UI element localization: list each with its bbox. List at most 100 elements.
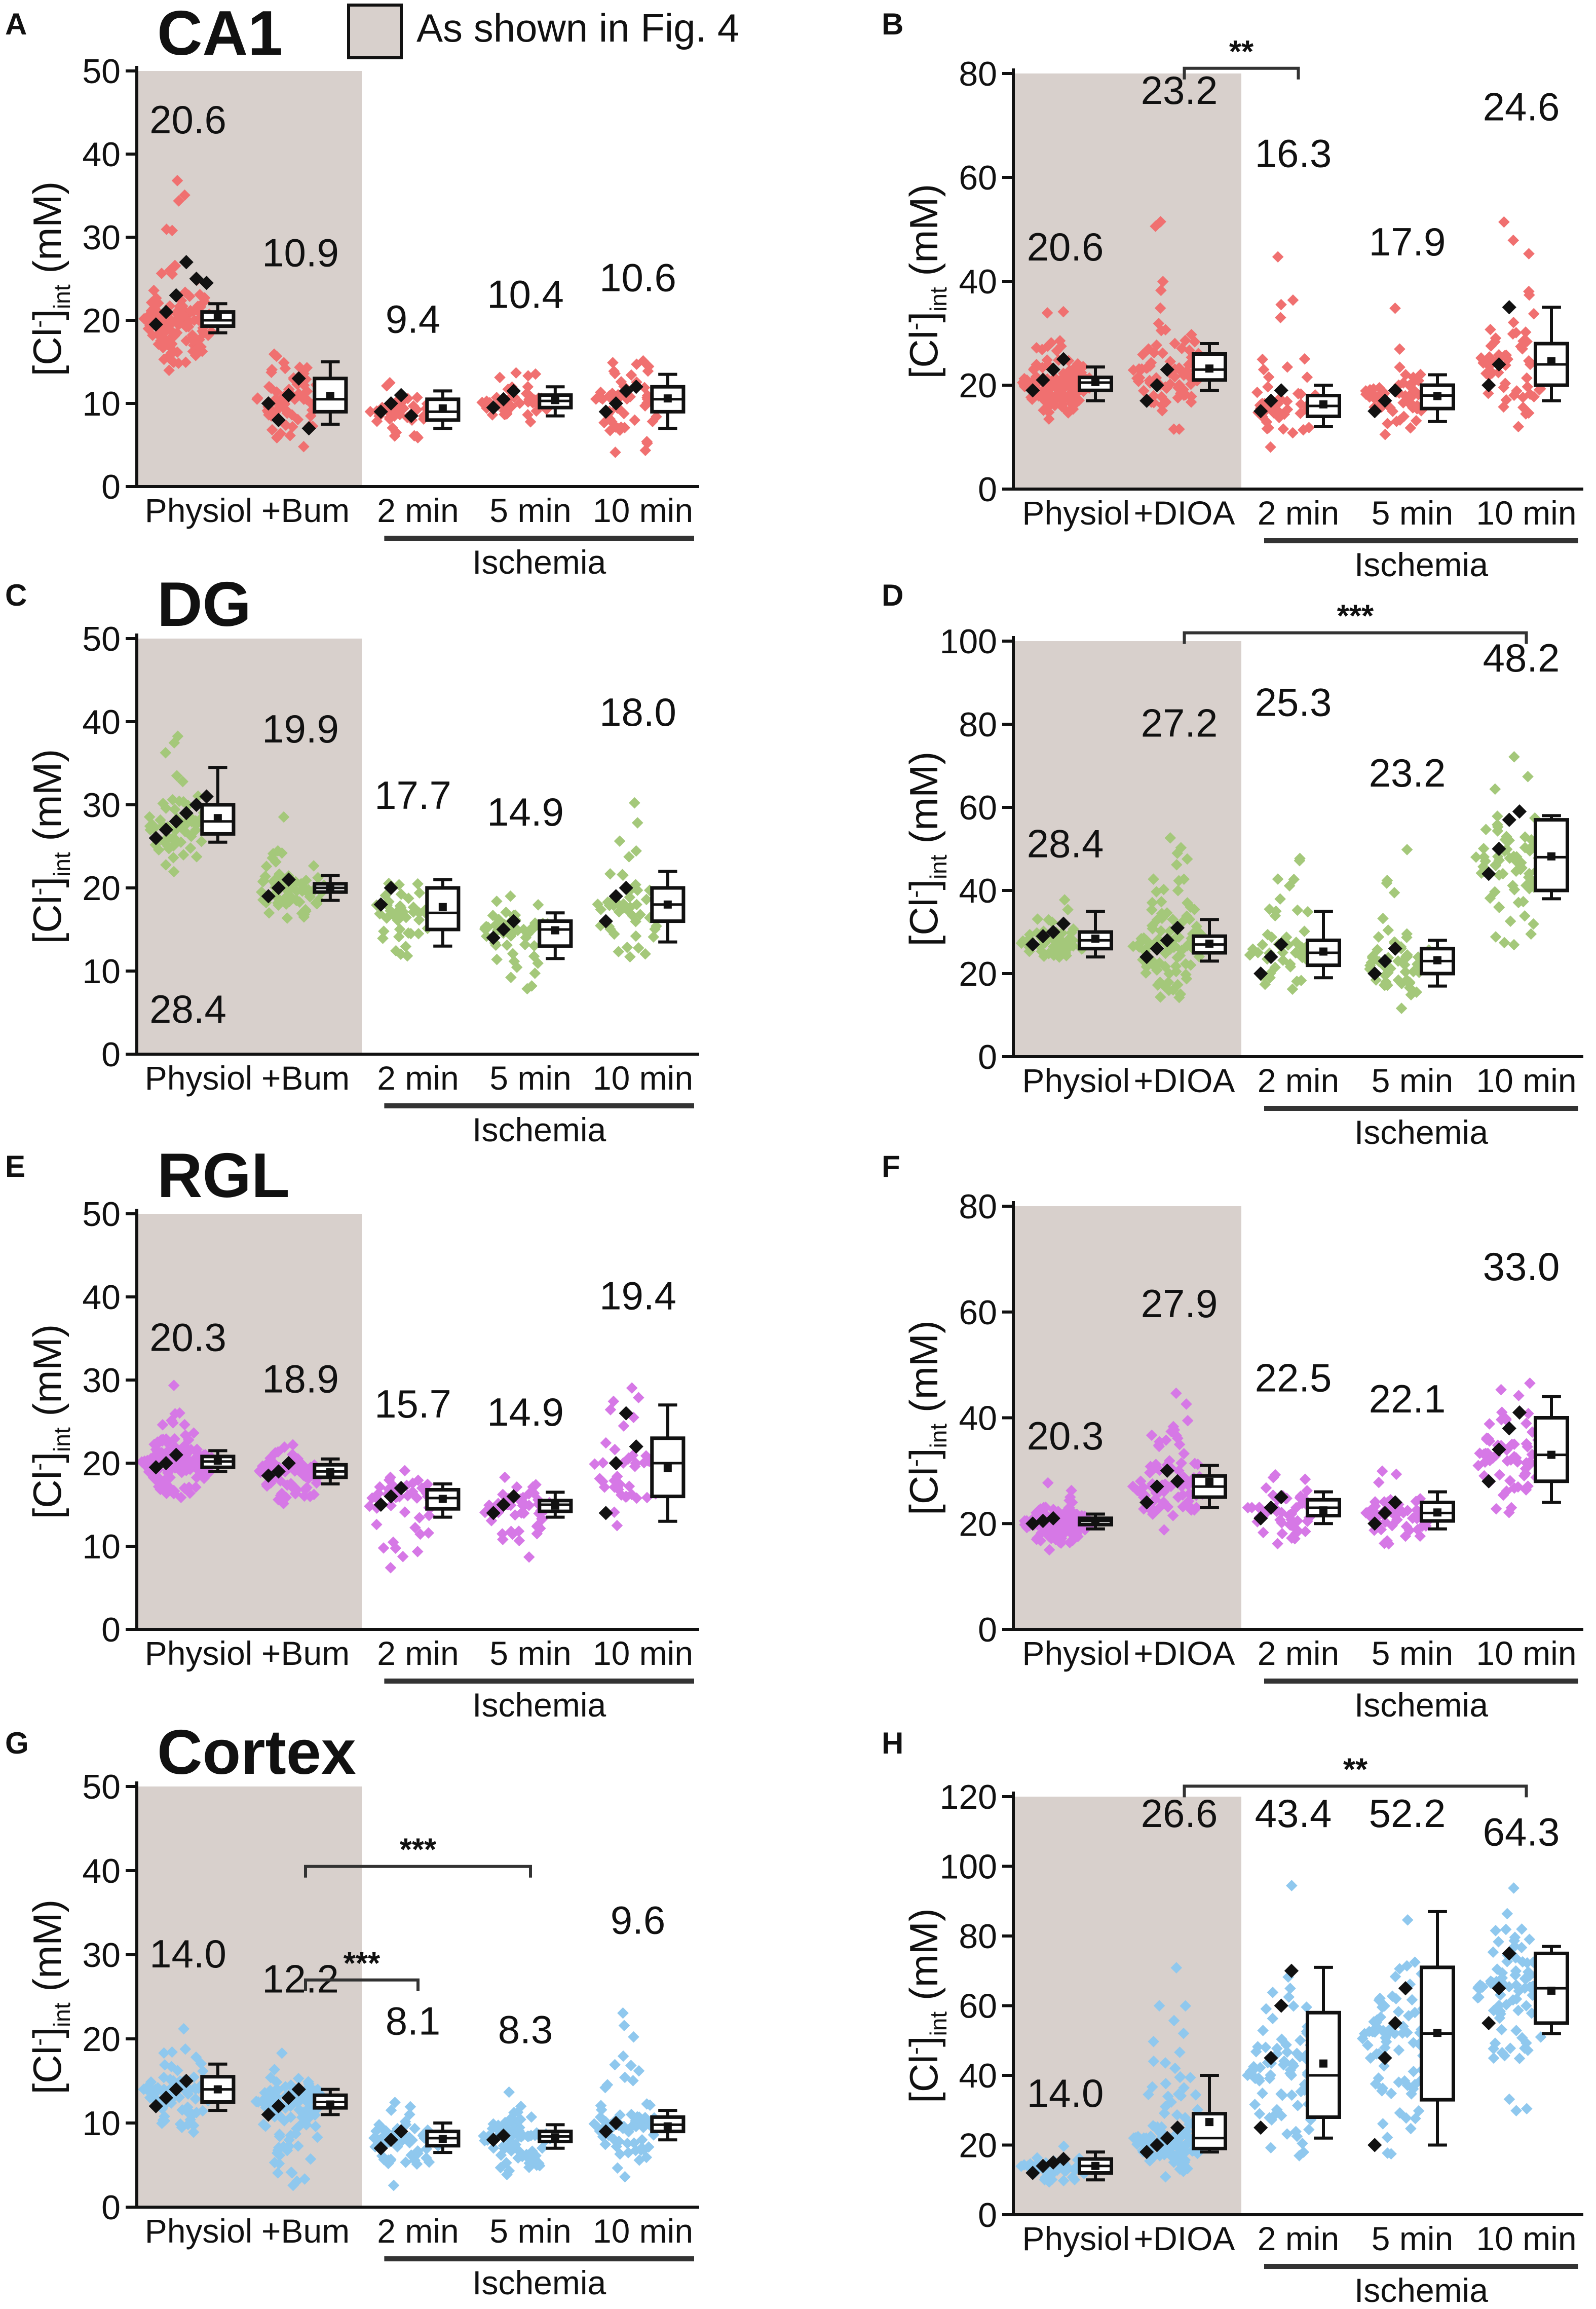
data-point: [1403, 397, 1415, 409]
data-point: [184, 305, 197, 317]
data-point: [621, 941, 633, 953]
data-point: [1381, 2132, 1393, 2143]
control-shading: [137, 71, 362, 487]
data-point: [263, 907, 275, 919]
mean-marker: [551, 1501, 559, 1510]
y-axis-label-sub: int: [49, 1427, 75, 1452]
data-point: [377, 933, 389, 944]
y-axis-label-sup: -: [902, 890, 928, 898]
y-tick-label: 20: [82, 2020, 121, 2059]
data-point: [1263, 371, 1275, 383]
data-point: [394, 923, 406, 935]
data-point: [529, 368, 542, 380]
y-tick-label: 30: [82, 1936, 121, 1975]
data-point: [1513, 1390, 1525, 1402]
data-point: [1405, 989, 1417, 1001]
y-axis-label-sup: -: [25, 320, 52, 328]
box-plot: [200, 766, 236, 844]
data-point: [1299, 1473, 1311, 1485]
data-point: [1257, 2088, 1268, 2099]
data-point: [648, 931, 660, 943]
data-point: [399, 1506, 411, 1518]
data-point: [1251, 386, 1263, 398]
panel-letter: C: [5, 578, 27, 612]
data-point: [1393, 2044, 1405, 2056]
data-point: [399, 1465, 411, 1477]
data-point: [626, 1382, 638, 1394]
points-2-min: [371, 877, 441, 962]
category-label: +Bum: [261, 492, 350, 529]
data-point: [507, 948, 519, 960]
data-point: [604, 868, 616, 880]
y-tick-label: 40: [82, 1278, 121, 1317]
data-point: [364, 405, 376, 418]
mean-marker: [1319, 947, 1327, 956]
data-point: [1408, 2066, 1420, 2077]
data-point: [1488, 2052, 1500, 2064]
data-point: [198, 327, 210, 339]
data-point: [167, 851, 179, 864]
category-label: 2 min: [1258, 1634, 1339, 1672]
data-point: [169, 803, 181, 815]
points-2-min: [364, 1465, 445, 1574]
box-plot: [1420, 373, 1455, 423]
data-point: [1162, 976, 1174, 988]
data-point: [402, 892, 414, 904]
data-point: [1408, 965, 1419, 978]
y-tick-label: 60: [959, 789, 997, 827]
data-point: [1171, 952, 1184, 963]
data-point: [170, 314, 182, 326]
box-plot: [650, 373, 686, 430]
data-point: [270, 856, 282, 868]
category-label: 10 min: [1476, 1634, 1576, 1672]
category-label: 10 min: [1476, 1062, 1576, 1099]
y-axis-label-main: [Cl: [901, 1467, 946, 1515]
mean-marker: [1547, 1986, 1555, 1995]
data-point: [1142, 362, 1154, 374]
data-point: [1154, 991, 1166, 1003]
mean-marker: [1205, 2118, 1213, 2127]
data-point: [1507, 316, 1519, 328]
mean-marker: [1547, 357, 1555, 365]
animal-mean-marker: [291, 371, 306, 386]
data-point: [1257, 1526, 1269, 1539]
data-point: [623, 851, 635, 863]
data-point: [1028, 364, 1040, 376]
points-2-min: [1251, 251, 1323, 453]
animal-mean-marker: [598, 914, 613, 928]
data-point: [412, 878, 424, 890]
data-point: [1294, 852, 1306, 865]
data-point: [1498, 937, 1510, 949]
y-axis-label-unit: (mM): [25, 181, 69, 285]
panel-f: F 20.3 27.9 22.5 22.1 33.0 0 20 40 60 80 [Cl-]int (…: [882, 1149, 1583, 1724]
data-point: [413, 887, 426, 899]
points-5-min: [479, 1471, 556, 1563]
data-point: [1133, 941, 1145, 953]
animal-mean-marker: [189, 797, 204, 812]
data-point: [1508, 1882, 1519, 1894]
y-tick-label: 10: [82, 385, 121, 423]
data-point: [143, 811, 156, 823]
data-point: [1382, 924, 1394, 936]
value-label: 14.0: [149, 1931, 226, 1976]
data-point: [628, 2031, 639, 2043]
data-point: [1501, 1908, 1513, 1920]
group-label: Ischemia: [1354, 546, 1488, 583]
y-tick-label: 20: [959, 366, 997, 405]
data-point: [617, 869, 629, 881]
y-axis-label-close: ]: [901, 1448, 946, 1459]
data-point: [173, 301, 185, 313]
y-axis-label-close: ]: [25, 2027, 69, 2038]
data-point: [1295, 398, 1307, 410]
category-label: Physiol: [145, 492, 253, 529]
data-point: [1485, 323, 1496, 336]
y-axis-label-sup: -: [902, 1459, 928, 1467]
data-point: [1147, 958, 1159, 971]
data-point: [499, 1471, 511, 1483]
animal-mean-marker: [373, 404, 388, 419]
data-point: [1137, 349, 1149, 360]
y-axis-label-sup: -: [25, 2038, 52, 2046]
points--bum: [255, 811, 330, 924]
data-point: [397, 1550, 409, 1562]
data-point: [1406, 1994, 1418, 2006]
